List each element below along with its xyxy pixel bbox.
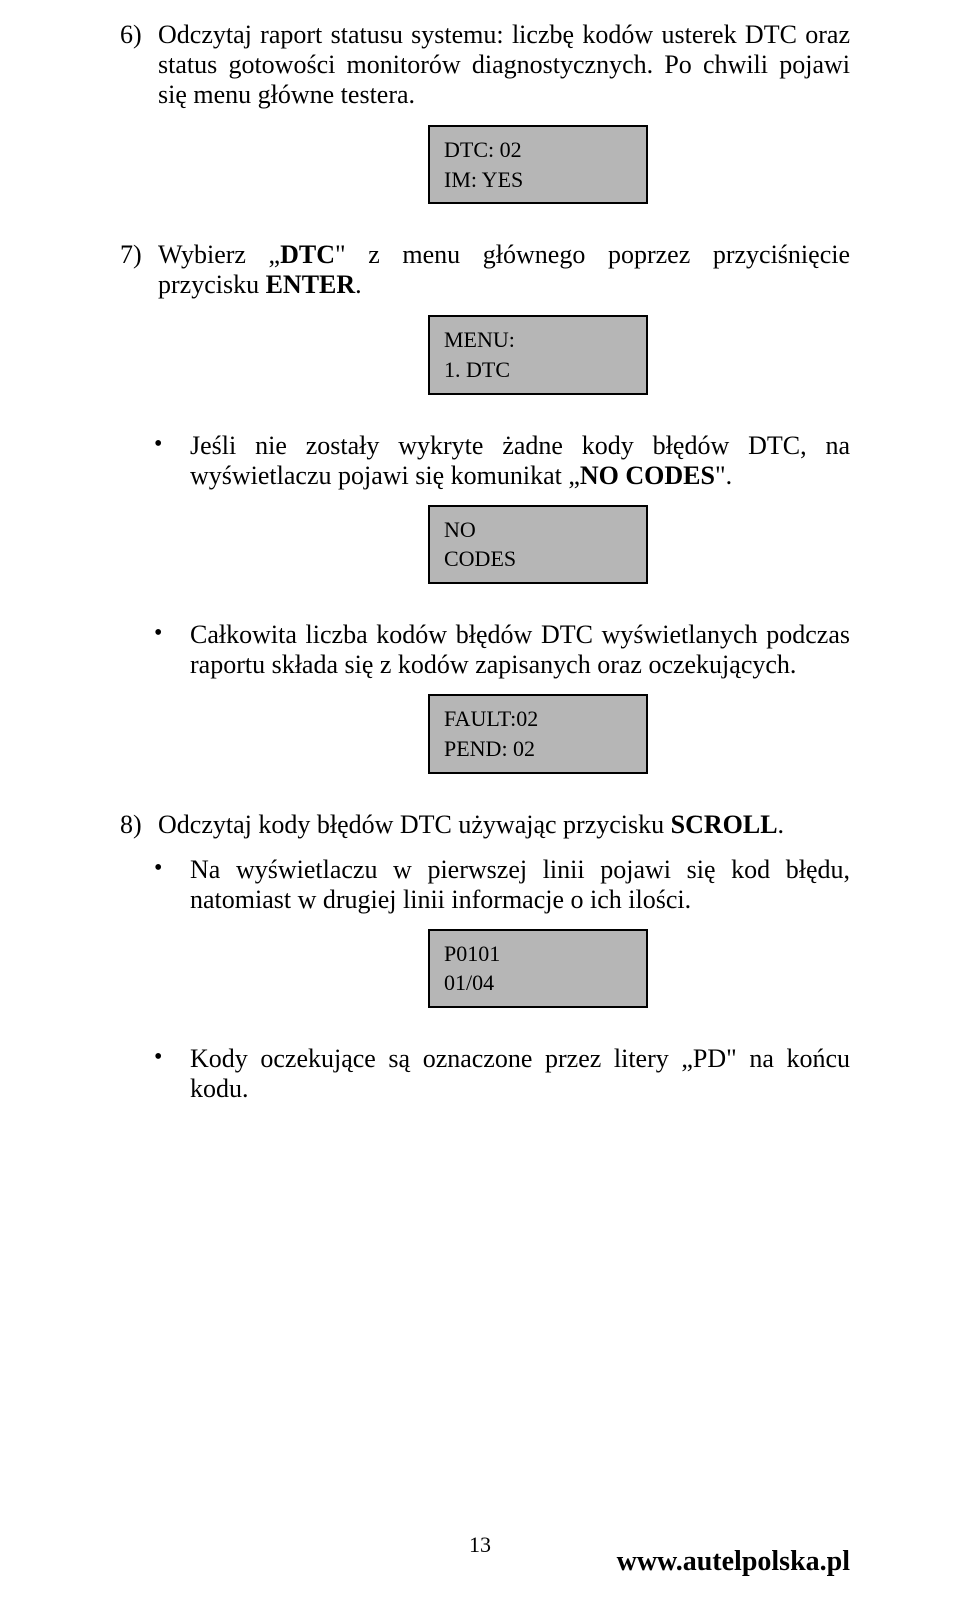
item8-bold: SCROLL	[671, 810, 778, 839]
lcd3-line1: NO	[444, 515, 632, 545]
item-7: 7) Wybierz „DTC" z menu głównego poprzez…	[120, 240, 850, 300]
item-8-text: Odczytaj kody błędów DTC używając przyci…	[158, 810, 850, 840]
bullet1-pre: Jeśli nie zostały wykryte żadne kody błę…	[190, 431, 850, 490]
bullet-2-dot: •	[154, 620, 190, 680]
item-6-num: 6)	[120, 20, 158, 110]
item-8-num: 8)	[120, 810, 158, 840]
item8-pre: Odczytaj kody błędów DTC używając przyci…	[158, 810, 671, 839]
item7-bold: DTC	[280, 240, 335, 269]
bullet-3-dot: •	[154, 855, 190, 915]
item7-pre: Wybierz „	[158, 240, 280, 269]
item7-bold2: ENTER	[266, 270, 356, 299]
lcd4-line2: PEND: 02	[444, 734, 632, 764]
bullet-1-text: Jeśli nie zostały wykryte żadne kody błę…	[190, 431, 850, 491]
bullet-4: • Kody oczekujące są oznaczone przez lit…	[154, 1044, 850, 1104]
footer-url: www.autelpolska.pl	[617, 1546, 850, 1578]
item-7-text: Wybierz „DTC" z menu głównego poprzez pr…	[158, 240, 850, 300]
lcd-box-3: NO CODES	[428, 505, 648, 584]
bullet-2: • Całkowita liczba kodów błędów DTC wyśw…	[154, 620, 850, 680]
bullet-4-text: Kody oczekujące są oznaczone przez liter…	[190, 1044, 850, 1104]
item-7-num: 7)	[120, 240, 158, 300]
lcd-box-1: DTC: 02 IM: YES	[428, 125, 648, 204]
item-6: 6) Odczytaj raport statusu systemu: licz…	[120, 20, 850, 110]
lcd-box-4: FAULT:02 PEND: 02	[428, 694, 648, 773]
item7-post2: .	[355, 270, 362, 299]
item8-post: .	[778, 810, 785, 839]
bullet-1: • Jeśli nie zostały wykryte żadne kody b…	[154, 431, 850, 491]
bullet-3: • Na wyświetlaczu w pierwszej linii poja…	[154, 855, 850, 915]
lcd-box-5: P0101 01/04	[428, 929, 648, 1008]
lcd1-line1: DTC: 02	[444, 135, 632, 165]
lcd-box-2: MENU: 1. DTC	[428, 315, 648, 394]
bullet1-post: ".	[715, 461, 732, 490]
lcd1-line2: IM: YES	[444, 165, 632, 195]
lcd4-line1: FAULT:02	[444, 704, 632, 734]
bullet-2-text: Całkowita liczba kodów błędów DTC wyświe…	[190, 620, 850, 680]
lcd2-line2: 1. DTC	[444, 355, 632, 385]
lcd3-line2: CODES	[444, 544, 632, 574]
lcd5-line2: 01/04	[444, 968, 632, 998]
lcd2-line1: MENU:	[444, 325, 632, 355]
bullet-1-dot: •	[154, 431, 190, 491]
lcd5-line1: P0101	[444, 939, 632, 969]
item-8: 8) Odczytaj kody błędów DTC używając prz…	[120, 810, 850, 840]
item-6-text: Odczytaj raport statusu systemu: liczbę …	[158, 20, 850, 110]
bullet-3-text: Na wyświetlaczu w pierwszej linii pojawi…	[190, 855, 850, 915]
bullet1-bold: NO CODES	[580, 461, 715, 490]
bullet-4-dot: •	[154, 1044, 190, 1104]
